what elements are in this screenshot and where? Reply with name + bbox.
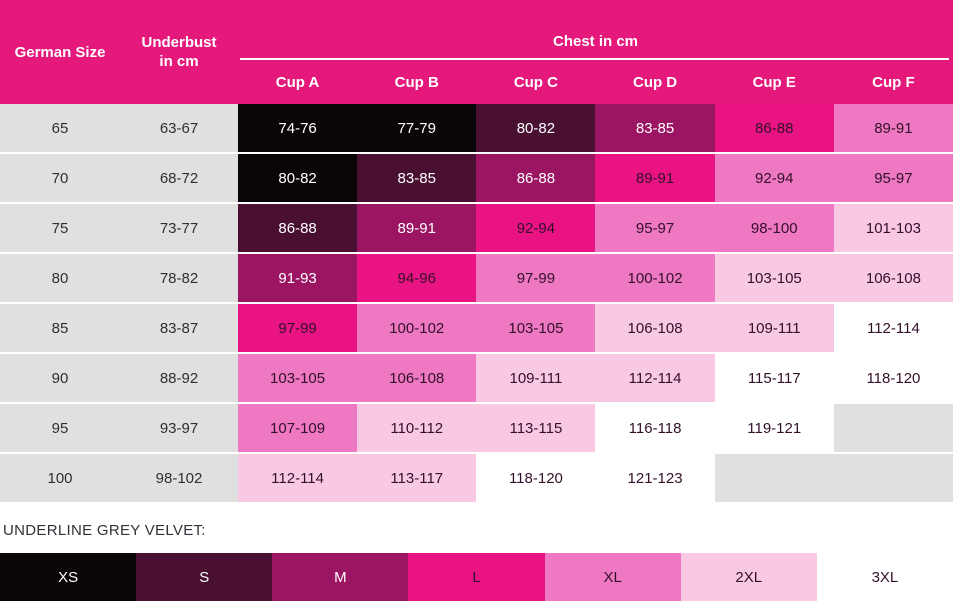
underbust-cell: 63-67 [120, 104, 238, 152]
underbust-cell: 93-97 [120, 404, 238, 452]
german-size-cell: 100 [0, 454, 120, 502]
chest-range-cell: 86-88 [714, 104, 834, 152]
chest-divider [240, 58, 949, 60]
chest-range-cell: 100-102 [595, 254, 715, 302]
underbust-cell: 68-72 [120, 154, 238, 202]
chest-range-cell: 112-114 [833, 304, 953, 352]
chest-group-header: Chest in cm [552, 33, 639, 50]
german-size-cell: 90 [0, 354, 120, 402]
chest-range-cell: 107-109 [238, 404, 358, 452]
german-size-cell: 85 [0, 304, 120, 352]
chest-range-cell [833, 454, 953, 502]
chest-range-cell: 74-76 [238, 104, 358, 152]
chest-range-cell [833, 404, 953, 452]
chest-range-cell: 112-114 [595, 354, 715, 402]
table-row: 100 98-102 112-114 113-117 118-120 121-123 [0, 454, 953, 502]
chest-range-cell: 106-108 [833, 254, 953, 302]
chest-range-cell: 118-120 [833, 354, 953, 402]
chest-range-cell: 103-105 [238, 354, 358, 402]
legend-sizes-row: XS S M L XL 2XL 3XL [0, 553, 953, 601]
underbust-header-label: Underbust in cm [141, 33, 217, 71]
chest-range-cell: 95-97 [595, 204, 715, 252]
german-size-header: German Size [14, 43, 106, 61]
cup-header-row: Cup A Cup B Cup C Cup D Cup E Cup F [238, 60, 953, 104]
chest-range-cell: 92-94 [476, 204, 596, 252]
chest-range-cell: 89-91 [833, 104, 953, 152]
chest-range-cell: 98-100 [714, 204, 834, 252]
underbust-header: Underbust in cm [120, 0, 238, 104]
chest-range-cell: 91-93 [238, 254, 358, 302]
chest-range-cell: 97-99 [476, 254, 596, 302]
chest-range-cell: 103-105 [714, 254, 834, 302]
table-row: 90 88-92 103-105 106-108 109-111 112-114 115-1… [0, 354, 953, 402]
chest-group: Chest in cm Cup A Cup B Cup C Cup D Cup E Cup… [238, 0, 953, 104]
cup-column-header: Cup D [632, 73, 678, 91]
legend-title: UNDERLINE GREY VELVET: [3, 522, 206, 539]
table-row: 95 93-97 107-109 110-112 113-115 116-118 119-1… [0, 404, 953, 452]
legend-size-m: M [272, 553, 409, 601]
chest-range-cell: 97-99 [238, 304, 358, 352]
chest-range-cell: 94-96 [357, 254, 477, 302]
chest-range-cell: 113-117 [357, 454, 477, 502]
legend-size-2xl: 2XL [680, 553, 817, 601]
chest-range-cell: 83-85 [357, 154, 477, 202]
chest-range-cell: 95-97 [833, 154, 953, 202]
underbust-cell: 78-82 [120, 254, 238, 302]
german-size-cell: 95 [0, 404, 120, 452]
chest-range-cell: 89-91 [595, 154, 715, 202]
chest-range-cell: 113-115 [476, 404, 596, 452]
cup-column-header: Cup F [872, 73, 915, 91]
chest-range-cell: 121-123 [595, 454, 715, 502]
underbust-cell: 83-87 [120, 304, 238, 352]
table-row: 80 78-82 91-93 94-96 97-99 100-102 103-105 106-… [0, 254, 953, 302]
table-row: 70 68-72 80-82 83-85 86-88 89-91 92-94 95-97 [0, 154, 953, 202]
chest-range-cell: 80-82 [238, 154, 358, 202]
table-row: 65 63-67 74-76 77-79 80-82 83-85 86-88 89-91 [0, 104, 953, 152]
chest-range-cell: 86-88 [476, 154, 596, 202]
chest-range-cell: 100-102 [357, 304, 477, 352]
legend-size-xl: XL [544, 553, 681, 601]
chest-range-cell: 116-118 [595, 404, 715, 452]
table-header: German Size Underbust in cm Chest in cm … [0, 0, 953, 104]
german-size-cell: 65 [0, 104, 120, 152]
table-row: 85 83-87 97-99 100-102 103-105 106-108 109-111… [0, 304, 953, 352]
chest-range-cell [714, 454, 834, 502]
chest-range-cell: 112-114 [238, 454, 358, 502]
chest-range-cell: 109-111 [714, 304, 834, 352]
cup-column-header: Cup E [752, 73, 796, 91]
underbust-cell: 98-102 [120, 454, 238, 502]
chest-range-cell: 92-94 [714, 154, 834, 202]
underbust-cell: 88-92 [120, 354, 238, 402]
legend-size-xs: XS [0, 553, 137, 601]
chest-range-cell: 89-91 [357, 204, 477, 252]
underbust-cell: 73-77 [120, 204, 238, 252]
chest-range-cell: 115-117 [714, 354, 834, 402]
table-body: 65 63-67 74-76 77-79 80-82 83-85 86-88 89-91 70 6… [0, 104, 953, 502]
chest-range-cell: 101-103 [833, 204, 953, 252]
chest-range-cell: 106-108 [595, 304, 715, 352]
legend-size-3xl: 3XL [816, 553, 953, 601]
chest-range-cell: 80-82 [476, 104, 596, 152]
chest-range-cell: 119-121 [714, 404, 834, 452]
chest-range-cell: 118-120 [476, 454, 596, 502]
cup-column-header: Cup C [513, 73, 558, 91]
chest-range-cell: 110-112 [357, 404, 477, 452]
table-row: 75 73-77 86-88 89-91 92-94 95-97 98-100 101-103 [0, 204, 953, 252]
cup-column-header: Cup B [394, 73, 439, 91]
chest-range-cell: 109-111 [476, 354, 596, 402]
chest-range-cell: 83-85 [595, 104, 715, 152]
german-size-cell: 70 [0, 154, 120, 202]
chest-range-cell: 77-79 [357, 104, 477, 152]
cup-column-header: Cup A [275, 73, 320, 91]
chest-range-cell: 86-88 [238, 204, 358, 252]
chest-range-cell: 106-108 [357, 354, 477, 402]
chest-range-cell: 103-105 [476, 304, 596, 352]
legend-size-l: L [408, 553, 545, 601]
legend-size-s: S [136, 553, 273, 601]
german-size-cell: 80 [0, 254, 120, 302]
german-size-cell: 75 [0, 204, 120, 252]
